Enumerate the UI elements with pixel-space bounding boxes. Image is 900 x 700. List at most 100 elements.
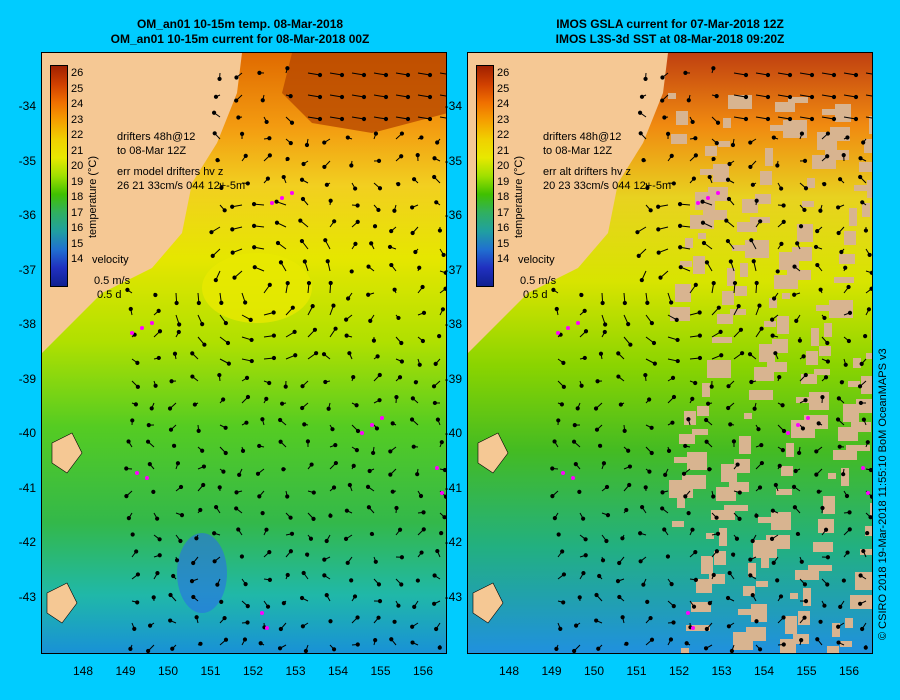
velocity-arrowhead xyxy=(332,219,337,224)
colorbar-label: 21 xyxy=(71,144,84,157)
velocity-arrowhead xyxy=(389,262,394,268)
velocity-arrowhead xyxy=(800,426,806,431)
colorbar-label: 22 xyxy=(497,129,510,141)
velocity-arrowhead xyxy=(697,333,702,338)
velocity-arrowhead xyxy=(853,94,859,100)
velocity-arrowhead xyxy=(397,527,403,532)
velocity-arrowhead xyxy=(716,305,721,310)
velocity-arrowhead xyxy=(626,448,631,453)
velocity-arrowhead xyxy=(328,513,333,518)
velocity-arrowhead xyxy=(740,351,745,356)
right-title-line1: IMOS GSLA current for 07-Mar-2018 12Z xyxy=(556,17,784,31)
cloud-patch xyxy=(870,503,872,517)
drifter-dot xyxy=(571,476,575,480)
velocity-arrowhead xyxy=(816,489,821,494)
colorbar-label: 25 xyxy=(497,82,510,95)
cloud-patch xyxy=(718,141,730,147)
velocity-arrowhead xyxy=(192,402,197,407)
cloud-patch xyxy=(802,201,814,207)
cloud-patch xyxy=(859,162,872,172)
velocity-arrowhead xyxy=(780,448,785,453)
velocity-arrowhead xyxy=(577,595,582,600)
velocity-arrowhead xyxy=(825,154,830,159)
velocity-arrowhead xyxy=(317,116,323,122)
velocity-arrowhead xyxy=(366,264,371,269)
drifter-dot xyxy=(796,423,800,427)
velocity-arrowhead xyxy=(420,338,425,344)
velocity-arrowhead xyxy=(443,286,446,291)
cloud-patch xyxy=(770,125,794,131)
velocity-arrowhead xyxy=(368,318,373,324)
velocity-arrowhead xyxy=(389,228,394,234)
velocity-arrowhead xyxy=(809,94,815,100)
velocity-arrowhead xyxy=(799,559,804,564)
velocity-arrowhead xyxy=(347,351,352,356)
velocity-arrowhead xyxy=(221,397,226,402)
velocity-arrowhead xyxy=(289,120,295,125)
velocity-arrowhead xyxy=(300,384,305,389)
velocity-arrowhead xyxy=(552,516,557,521)
velocity-arrowhead xyxy=(641,158,646,163)
velocity-arrowhead xyxy=(354,448,359,453)
cloud-patch xyxy=(712,337,732,343)
x-tick-left: 152 xyxy=(242,664,264,678)
velocity-arrowhead xyxy=(697,310,702,315)
colorbar-label: 19 xyxy=(497,175,510,188)
velocity-arrowhead xyxy=(749,379,754,385)
velocity-arrowhead xyxy=(602,329,607,335)
velocity-arrowhead xyxy=(711,494,716,499)
x-tick-right: 149 xyxy=(541,664,562,678)
drifter-dot xyxy=(566,326,570,330)
velocity-arrowhead xyxy=(213,277,218,283)
velocity-arrowhead xyxy=(711,66,716,71)
cloud-patch xyxy=(864,139,872,153)
velocity-arrowhead xyxy=(377,372,382,378)
velocity-arrowhead xyxy=(775,163,780,168)
velocity-arrowhead xyxy=(645,599,650,604)
velocity-arrowhead xyxy=(869,270,872,275)
y-tick-left: -43 xyxy=(18,589,36,604)
velocity-arrowhead xyxy=(770,508,775,513)
velocity-arrowhead xyxy=(818,287,823,292)
velocity-arrowhead xyxy=(288,515,293,520)
velocity-arrowhead xyxy=(419,550,424,555)
velocity-arrowhead xyxy=(707,467,712,472)
velocity-arrowhead xyxy=(847,527,852,532)
velocity-arrowhead xyxy=(230,204,235,209)
velocity-arrowhead xyxy=(168,427,174,432)
velocity-arrowhead xyxy=(435,548,440,554)
velocity-arrowhead xyxy=(668,637,674,642)
velocity-arrowhead xyxy=(251,202,257,207)
velocity-arrowhead xyxy=(868,515,872,520)
velocity-arrowhead xyxy=(252,265,257,270)
cloud-patch xyxy=(764,321,776,327)
velocity-arrowhead xyxy=(754,280,759,286)
velocity-arrowhead xyxy=(787,94,793,100)
velocity-arrowhead xyxy=(279,401,285,406)
velocity-arrowhead xyxy=(669,153,674,158)
velocity-arrowhead xyxy=(388,472,393,477)
velocity-arrowhead xyxy=(277,646,283,651)
velocity-arrowhead xyxy=(617,560,622,566)
velocity-arrowhead xyxy=(773,482,778,488)
velocity-arrowhead xyxy=(178,538,183,544)
velocity-arrowhead xyxy=(265,176,271,181)
cloud-patch xyxy=(767,362,787,372)
velocity-arrowhead xyxy=(274,220,280,225)
velocity-arrowhead xyxy=(432,156,437,161)
colorbar-label: 14 xyxy=(71,253,84,265)
velocity-arrowhead xyxy=(561,600,566,605)
velocity-arrowhead xyxy=(170,646,175,651)
velocity-arrowhead xyxy=(559,402,565,407)
velocity-arrowhead xyxy=(278,417,283,423)
velocity-arrowhead xyxy=(147,623,153,628)
right-title: IMOS GSLA current for 07-Mar-2018 12Z IM… xyxy=(465,17,875,47)
velocity-arrowhead xyxy=(149,406,154,411)
velocity-arrowhead xyxy=(836,640,841,645)
velocity-arrowhead xyxy=(666,448,672,453)
velocity-arrowhead xyxy=(330,427,335,432)
velocity-arrowhead xyxy=(219,185,224,190)
drifter-dot xyxy=(370,423,374,427)
velocity-arrowhead xyxy=(787,116,793,122)
velocity-arrowhead xyxy=(432,573,437,578)
